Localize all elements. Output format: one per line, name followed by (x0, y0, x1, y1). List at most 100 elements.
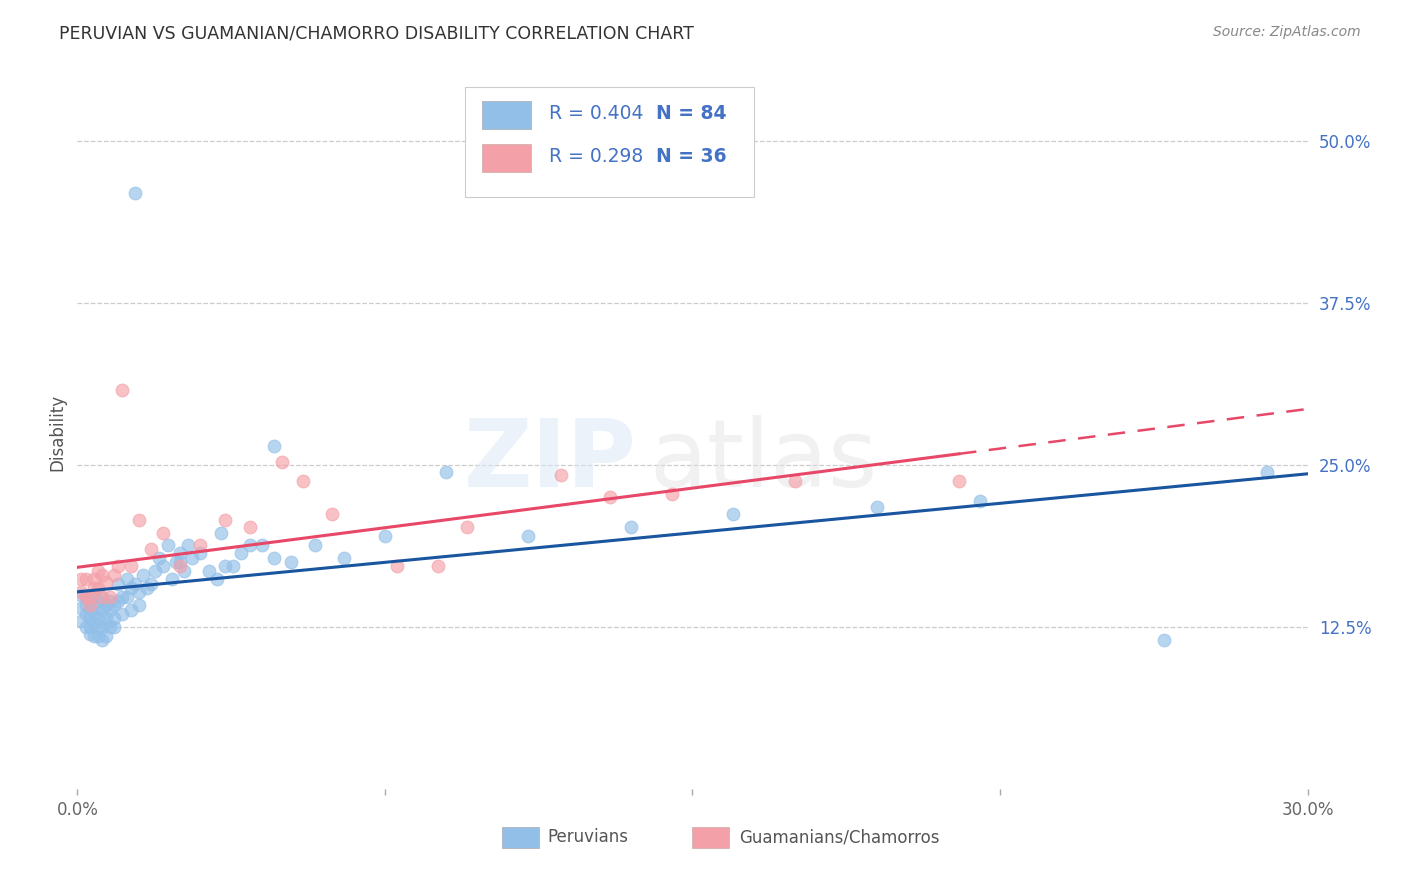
Point (209, 525, 232, 540)
Point (83, 582, 105, 596)
Point (94, 611, 117, 625)
Point (280, 555, 302, 569)
Point (75, 598, 97, 612)
Point (107, 577, 129, 591)
Point (120, 559, 142, 574)
Point (132, 568, 155, 582)
Point (98, 594, 121, 608)
Point (231, 546, 253, 560)
Point (79, 626, 101, 640)
Point (83, 607, 105, 622)
Bar (482, 101, 531, 129)
Point (83, 616, 105, 631)
Point (75, 620, 97, 634)
Point (263, 551, 285, 566)
Point (87, 600, 110, 615)
Point (156, 539, 179, 553)
Point (152, 559, 174, 574)
Point (70, 585, 93, 599)
Point (70, 600, 93, 615)
Point (94, 616, 117, 631)
Point (374, 529, 396, 543)
Point (620, 520, 643, 534)
Point (70, 614, 93, 628)
Point (79, 598, 101, 612)
Point (94, 574, 117, 589)
Point (239, 539, 262, 553)
Point (1256, 465, 1278, 479)
Point (169, 546, 191, 560)
Point (94, 598, 117, 612)
Point (148, 551, 170, 566)
Point (111, 607, 134, 622)
Point (141, 577, 163, 591)
Point (79, 591, 101, 605)
Point (136, 582, 159, 596)
Point (90, 568, 114, 582)
Point (436, 465, 458, 479)
Point (75, 591, 97, 605)
Point (115, 591, 138, 605)
Point (120, 603, 142, 617)
Point (111, 591, 134, 605)
Point (107, 594, 129, 608)
Text: Guamanians/Chamorros: Guamanians/Chamorros (740, 829, 939, 847)
FancyBboxPatch shape (465, 87, 754, 197)
Text: Peruvians: Peruvians (547, 829, 628, 847)
Point (90, 603, 114, 617)
Point (181, 551, 204, 566)
Point (87, 582, 110, 596)
Point (103, 620, 125, 634)
Point (271, 455, 294, 469)
Point (550, 468, 572, 483)
Point (79, 594, 101, 608)
Text: N = 36: N = 36 (655, 147, 725, 166)
Point (456, 520, 478, 534)
Point (75, 607, 97, 622)
Y-axis label: Disability: Disability (48, 394, 66, 471)
Point (387, 559, 409, 574)
Point (948, 474, 970, 488)
Point (427, 559, 450, 574)
Point (90, 591, 114, 605)
Point (969, 494, 991, 508)
Point (79, 603, 101, 617)
Point (70, 588, 93, 602)
Point (866, 500, 889, 514)
Point (291, 474, 314, 488)
Point (263, 439, 285, 453)
Point (103, 611, 125, 625)
Point (115, 572, 138, 586)
Bar (693, 827, 730, 848)
Text: ZIP: ZIP (464, 415, 637, 508)
Point (90, 633, 114, 648)
Text: R = 0.404: R = 0.404 (548, 104, 643, 123)
Point (98, 603, 121, 617)
Point (87, 611, 110, 625)
Point (128, 512, 150, 526)
Point (517, 529, 540, 543)
Point (94, 629, 117, 643)
Point (87, 620, 110, 634)
Point (599, 491, 621, 505)
Point (143, 565, 166, 579)
Point (160, 572, 183, 586)
Point (177, 539, 200, 553)
Text: Source: ZipAtlas.com: Source: ZipAtlas.com (1213, 25, 1361, 39)
Point (90, 591, 114, 605)
Point (165, 555, 187, 569)
Point (239, 520, 262, 534)
Point (111, 383, 134, 397)
Point (107, 559, 129, 574)
Text: N = 84: N = 84 (655, 104, 725, 123)
Point (188, 539, 212, 553)
Point (75, 591, 97, 605)
Point (83, 572, 105, 586)
Point (124, 577, 146, 591)
Point (103, 568, 125, 582)
Point (75, 572, 97, 586)
Point (103, 598, 125, 612)
Point (169, 555, 191, 569)
Point (141, 542, 163, 557)
Text: PERUVIAN VS GUAMANIAN/CHAMORRO DISABILITY CORRELATION CHART: PERUVIAN VS GUAMANIAN/CHAMORRO DISABILIT… (59, 25, 695, 43)
